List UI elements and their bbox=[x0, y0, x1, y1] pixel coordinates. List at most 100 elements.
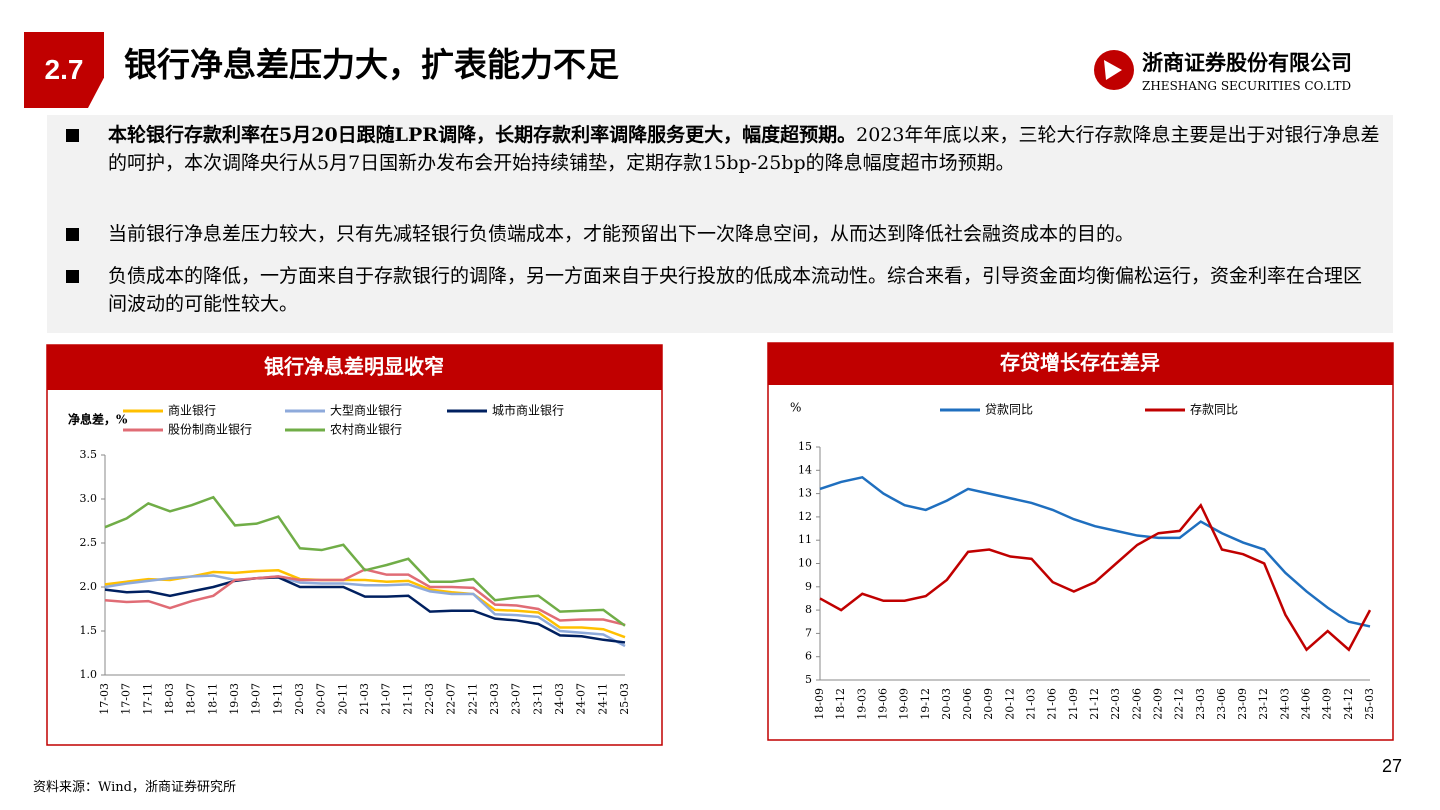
y-tick-label: 15 bbox=[798, 440, 812, 453]
bullet: 负债成本的降低，一方面来自于存款银行的调降，另一方面来自于央行投放的低成本流动性… bbox=[60, 262, 1380, 318]
x-tick-label: 21-03 bbox=[358, 683, 371, 715]
x-tick-label: 21-09 bbox=[1067, 688, 1080, 720]
legend-label: 商业银行 bbox=[168, 403, 216, 418]
bullet-marker bbox=[66, 129, 79, 142]
legend-label: 大型商业银行 bbox=[330, 403, 402, 418]
bullet-bold: 本轮银行存款利率在5月20日跟随LPR调降，长期存款利率调降服务更大，幅度超预期… bbox=[108, 124, 857, 146]
source: 资料来源：Wind，浙商证券研究所 bbox=[33, 780, 236, 795]
x-tick-label: 17-03 bbox=[98, 683, 111, 715]
chart-title: 存贷增长存在差异 bbox=[1000, 351, 1160, 375]
x-tick-label: 23-12 bbox=[1257, 688, 1270, 720]
y-tick-label: 2.5 bbox=[80, 536, 98, 549]
x-tick-label: 20-03 bbox=[940, 688, 953, 720]
y-tick-label: 3.5 bbox=[80, 448, 98, 461]
company-name: 浙商证券股份有限公司 bbox=[1142, 50, 1352, 75]
chart-header bbox=[47, 345, 662, 390]
y-tick-label: 11 bbox=[798, 533, 812, 546]
logo-shape bbox=[1104, 60, 1122, 80]
x-tick-label: 18-09 bbox=[813, 688, 826, 720]
legend-label: 城市商业银行 bbox=[492, 403, 564, 418]
legend-label: 贷款同比 bbox=[985, 403, 1033, 417]
x-tick-label: 20-12 bbox=[1003, 688, 1016, 720]
y-axis-label: 净息差，% bbox=[68, 412, 128, 427]
x-tick-label: 22-12 bbox=[1173, 688, 1186, 720]
x-tick-label: 19-07 bbox=[250, 683, 263, 715]
y-tick-label: 13 bbox=[798, 487, 812, 500]
x-tick-label: 20-09 bbox=[982, 688, 995, 720]
series-line bbox=[104, 495, 626, 627]
x-tick-label: 24-07 bbox=[575, 683, 588, 715]
x-tick-label: 24-12 bbox=[1342, 688, 1355, 720]
x-tick-label: 17-07 bbox=[120, 683, 133, 715]
x-tick-label: 24-09 bbox=[1321, 688, 1334, 720]
company-name-en: ZHESHANG SECURITIES CO.LTD bbox=[1142, 79, 1351, 93]
x-tick-label: 23-06 bbox=[1215, 688, 1228, 720]
x-tick-label: 22-06 bbox=[1130, 688, 1143, 720]
x-tick-label: 19-11 bbox=[271, 683, 284, 715]
x-tick-label: 25-03 bbox=[1363, 688, 1376, 720]
y-tick-label: 12 bbox=[798, 510, 812, 523]
series-line bbox=[819, 475, 1371, 628]
y-tick-label: 5 bbox=[805, 673, 812, 686]
chart-title: 银行净息差明显收窄 bbox=[264, 355, 444, 379]
bullet-text: 当前银行净息差压力较大，只有先减轻银行负债端成本，才能预留出下一次降息空间，从而… bbox=[108, 223, 1135, 245]
legend-label: 股份制商业银行 bbox=[168, 422, 252, 437]
x-tick-label: 23-03 bbox=[488, 683, 501, 715]
bullet: 本轮银行存款利率在5月20日跟随LPR调降，长期存款利率调降服务更大，幅度超预期… bbox=[60, 121, 1380, 177]
bullet-marker bbox=[66, 270, 79, 283]
x-tick-label: 19-06 bbox=[876, 688, 889, 720]
y-tick-label: 9 bbox=[805, 580, 812, 593]
x-tick-label: 24-03 bbox=[553, 683, 566, 715]
bullet: 当前银行净息差压力较大，只有先减轻银行负债端成本，才能预留出下一次降息空间，从而… bbox=[60, 220, 1380, 248]
y-tick-label: 1.0 bbox=[80, 668, 98, 681]
legend-label: 存款同比 bbox=[1190, 403, 1238, 417]
x-tick-label: 23-03 bbox=[1194, 688, 1207, 720]
page-number: 27 bbox=[1382, 756, 1403, 776]
x-tick-label: 21-12 bbox=[1088, 688, 1101, 720]
x-tick-label: 22-09 bbox=[1151, 688, 1164, 720]
legend-label: 农村商业银行 bbox=[330, 422, 402, 437]
logo: 浙商证券股份有限公司 ZHESHANG SECURITIES CO.LTD bbox=[1092, 48, 1382, 102]
y-tick-label: 3.0 bbox=[80, 492, 98, 505]
x-tick-label: 24-03 bbox=[1278, 688, 1291, 720]
x-tick-label: 19-09 bbox=[898, 688, 911, 720]
series-line bbox=[104, 574, 626, 648]
text-box bbox=[47, 115, 1393, 333]
y-tick-label: 7 bbox=[805, 626, 812, 639]
series-line bbox=[104, 576, 626, 644]
x-tick-label: 21-03 bbox=[1025, 688, 1038, 720]
x-tick-label: 18-03 bbox=[163, 683, 176, 715]
x-tick-label: 20-11 bbox=[336, 683, 349, 715]
bullet-marker bbox=[66, 228, 79, 241]
y-tick-label: 6 bbox=[805, 650, 812, 663]
slide-title: 银行净息差压力大，扩表能力不足 bbox=[124, 45, 619, 84]
y-tick-label: 2.0 bbox=[80, 580, 98, 593]
series-line bbox=[819, 502, 1372, 652]
section-number: 2.7 bbox=[24, 32, 104, 108]
x-tick-label: 19-03 bbox=[228, 683, 241, 715]
x-tick-label: 21-06 bbox=[1046, 688, 1059, 720]
x-tick-label: 22-07 bbox=[445, 683, 458, 715]
bullet-text: 2023年年底以来，三轮大行存款降息主要是出于对银行净息差的呵护，本次调降央行从… bbox=[108, 124, 1380, 174]
x-tick-label: 17-11 bbox=[141, 683, 154, 715]
x-tick-label: 23-09 bbox=[1236, 688, 1249, 720]
logo-graphic: 浙商证券股份有限公司 ZHESHANG SECURITIES CO.LTD bbox=[1094, 50, 1352, 93]
y-tick-label: 8 bbox=[805, 603, 812, 616]
x-tick-label: 22-03 bbox=[1109, 688, 1122, 720]
x-tick-label: 19-12 bbox=[919, 688, 932, 720]
x-tick-label: 22-11 bbox=[466, 683, 479, 715]
x-tick-label: 18-11 bbox=[206, 683, 219, 715]
x-tick-label: 20-07 bbox=[315, 683, 328, 715]
x-tick-label: 23-11 bbox=[531, 683, 544, 715]
y-tick-label: 14 bbox=[798, 463, 812, 476]
x-tick-label: 20-03 bbox=[293, 683, 306, 715]
x-tick-label: 19-03 bbox=[855, 688, 868, 720]
x-tick-label: 20-06 bbox=[961, 688, 974, 720]
x-tick-label: 18-12 bbox=[834, 688, 847, 720]
x-tick-label: 21-11 bbox=[401, 683, 414, 715]
bullet-text: 负债成本的降低，一方面来自于存款银行的调降，另一方面来自于央行投放的低成本流动性… bbox=[108, 265, 1363, 315]
y-axis-label: % bbox=[790, 401, 801, 415]
x-tick-label: 21-07 bbox=[380, 683, 393, 715]
